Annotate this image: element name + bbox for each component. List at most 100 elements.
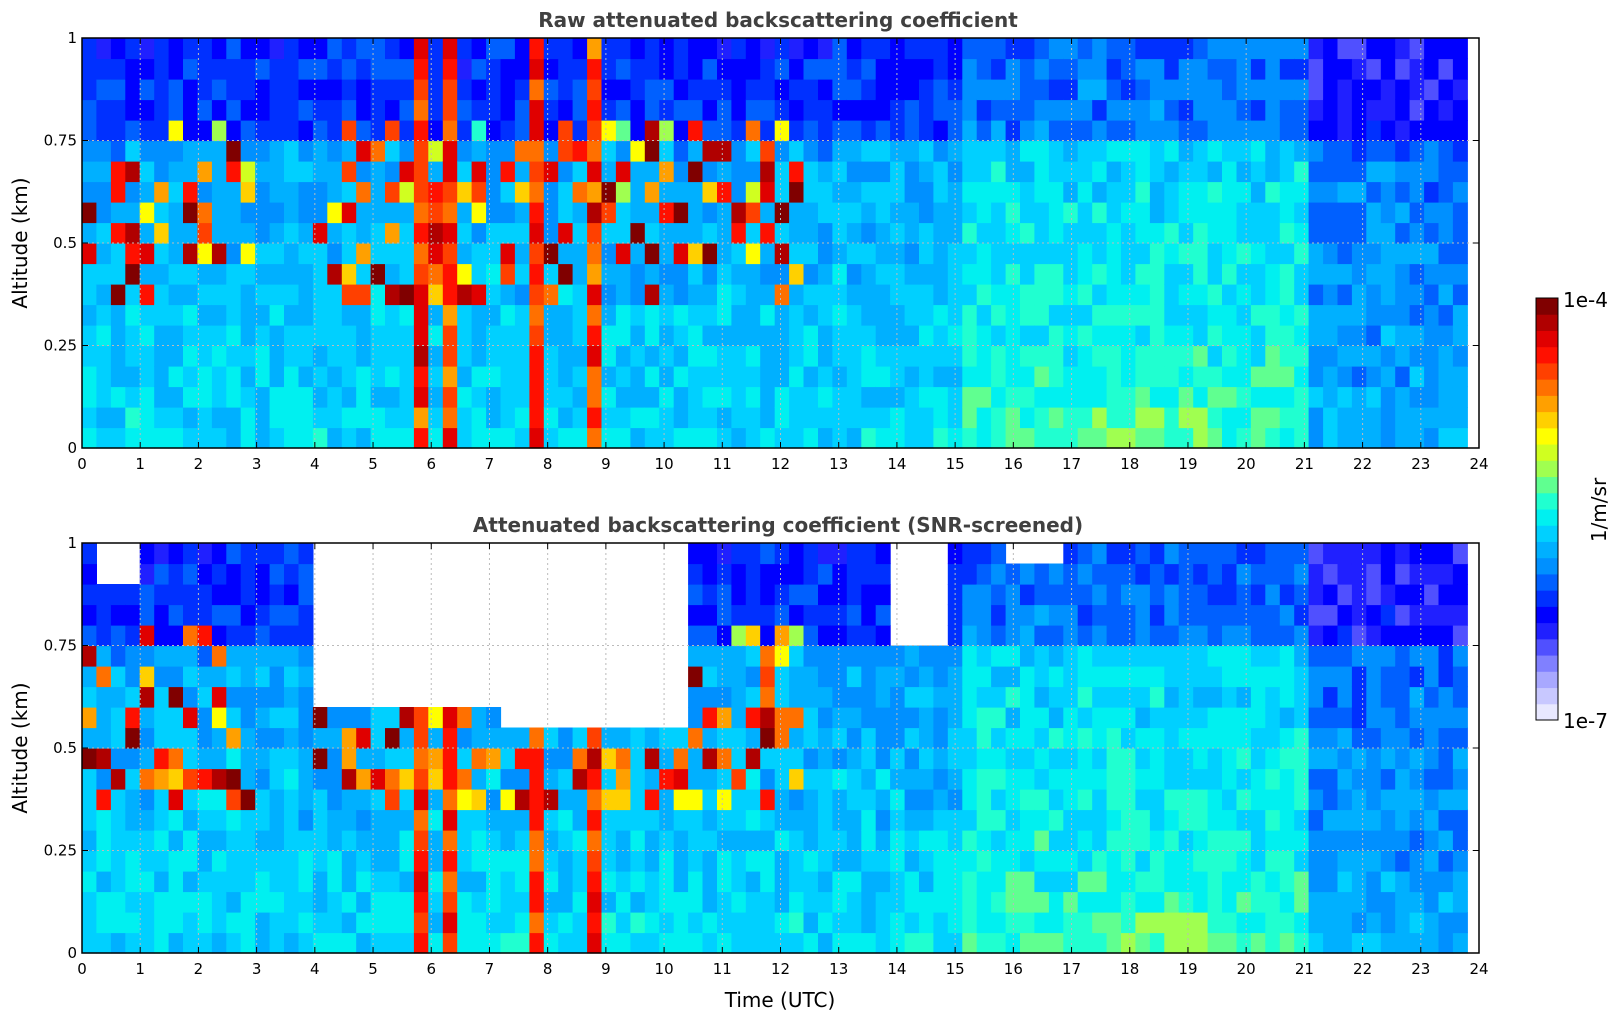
heatmap-cell <box>1207 284 1223 306</box>
heatmap-cell <box>442 325 458 347</box>
heatmap-cell <box>875 222 891 244</box>
heatmap-cell <box>1337 181 1353 203</box>
heatmap-cell <box>1265 202 1281 224</box>
heatmap-cell <box>1020 325 1035 347</box>
heatmap-cell <box>1351 243 1367 265</box>
heatmap-cell <box>1092 625 1108 647</box>
heatmap-cell <box>644 304 660 326</box>
heatmap-cell <box>1164 912 1180 934</box>
heatmap-cell <box>1323 707 1339 729</box>
heatmap-cell <box>1092 38 1108 60</box>
heatmap-cell <box>1409 604 1425 626</box>
heatmap-cell <box>1409 768 1425 790</box>
heatmap-cell <box>1366 140 1382 162</box>
heatmap-cell <box>1222 932 1237 954</box>
heatmap-cell <box>760 932 776 954</box>
heatmap-cell <box>890 707 906 729</box>
x-tick-label: 19 <box>1178 960 1197 978</box>
heatmap-cell <box>1164 284 1180 306</box>
heatmap-cell <box>1279 850 1295 872</box>
heatmap-cell <box>1193 304 1209 326</box>
heatmap-cell <box>1250 727 1266 749</box>
heatmap-cell <box>442 243 458 265</box>
colorbar-cell <box>1536 314 1558 331</box>
heatmap-cell <box>500 140 516 162</box>
heatmap-cell <box>1452 645 1468 667</box>
heatmap-cell <box>1106 99 1122 121</box>
heatmap-cell <box>284 809 299 831</box>
heatmap-cell <box>1092 284 1108 306</box>
heatmap-cell <box>1323 202 1339 224</box>
heatmap-cell <box>1034 666 1050 688</box>
heatmap-cell <box>154 366 170 388</box>
heatmap-cell <box>110 686 126 708</box>
heatmap-cell <box>731 727 747 749</box>
heatmap-cell <box>717 645 732 667</box>
heatmap-cell <box>760 38 776 60</box>
heatmap-cell <box>413 789 429 811</box>
heatmap-cell <box>919 768 934 790</box>
heatmap-cell <box>269 707 285 729</box>
heatmap-cell <box>1164 181 1180 203</box>
y-tick-label: 1 <box>67 29 77 47</box>
heatmap-cell <box>861 809 877 831</box>
heatmap-cell <box>745 386 761 408</box>
heatmap-cell <box>1337 748 1353 770</box>
heatmap-cell <box>947 140 963 162</box>
heatmap-cell <box>298 366 314 388</box>
heatmap-cell <box>572 386 588 408</box>
x-tick-label: 5 <box>368 960 378 978</box>
heatmap-cell <box>615 727 631 749</box>
heatmap-cell <box>168 543 184 565</box>
heatmap-cell <box>341 325 357 347</box>
heatmap-cell <box>1395 850 1411 872</box>
heatmap-cell <box>413 304 429 326</box>
heatmap-cell <box>385 407 400 429</box>
heatmap-cell <box>1092 407 1108 429</box>
heatmap-cell <box>110 284 126 306</box>
heatmap-cell <box>818 707 833 729</box>
heatmap-cell <box>428 304 444 326</box>
heatmap-cell <box>139 830 155 852</box>
heatmap-cell <box>1236 202 1252 224</box>
heatmap-cell <box>890 325 906 347</box>
heatmap-cell <box>1034 871 1050 893</box>
heatmap-cell <box>457 748 473 770</box>
heatmap-cell <box>1438 727 1454 749</box>
heatmap-cell <box>659 871 675 893</box>
heatmap-cell <box>587 850 603 872</box>
heatmap-cell <box>832 325 848 347</box>
heatmap-cell <box>832 38 848 60</box>
heatmap-cell <box>745 809 761 831</box>
heatmap-cell <box>745 604 761 626</box>
heatmap-cell <box>139 850 155 872</box>
heatmap-cell <box>96 850 112 872</box>
heatmap-cell <box>1323 79 1339 101</box>
heatmap-cell <box>1323 727 1339 749</box>
heatmap-cell <box>846 563 862 585</box>
heatmap-cell <box>962 543 978 565</box>
heatmap-cell <box>1424 284 1440 306</box>
heatmap-cell <box>846 407 862 429</box>
heatmap-cell <box>947 325 963 347</box>
heatmap-cell <box>1265 427 1281 449</box>
heatmap-cell <box>1395 161 1411 183</box>
heatmap-cell <box>1409 366 1425 388</box>
heatmap-cell <box>745 79 761 101</box>
heatmap-cell <box>226 666 242 688</box>
heatmap-cell <box>789 161 805 183</box>
heatmap-cell <box>1135 891 1151 913</box>
heatmap-cell <box>442 809 458 831</box>
heatmap-cell <box>1222 727 1237 749</box>
heatmap-cell <box>1337 768 1353 790</box>
heatmap-cell <box>1106 912 1122 934</box>
heatmap-cell <box>399 181 415 203</box>
heatmap-cell <box>139 386 155 408</box>
heatmap-cell <box>486 345 502 367</box>
heatmap-cell <box>659 850 675 872</box>
heatmap-cell <box>1424 809 1440 831</box>
heatmap-cell <box>1250 427 1266 449</box>
heatmap-cell <box>529 202 545 224</box>
colorbar-cell <box>1536 573 1558 591</box>
heatmap-cell <box>1323 345 1339 367</box>
